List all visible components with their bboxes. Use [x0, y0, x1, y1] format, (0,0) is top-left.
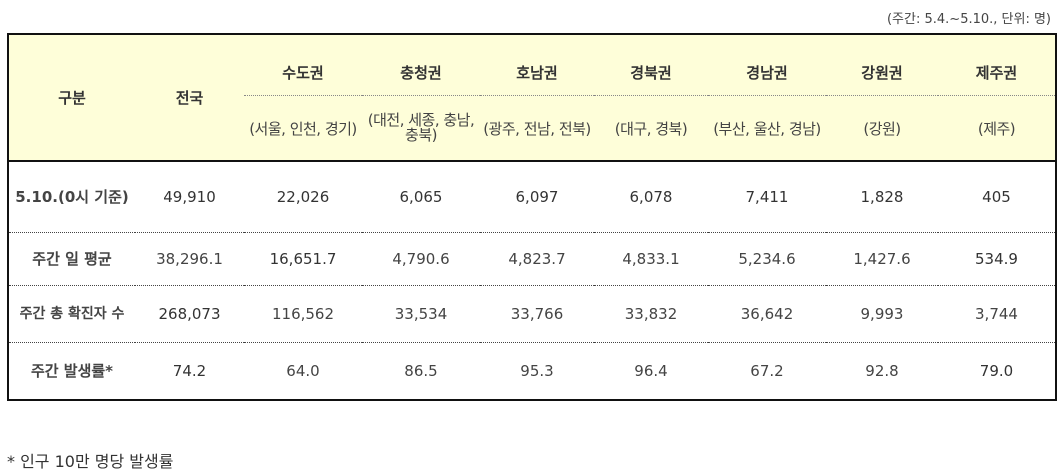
table-cell: 33,832 — [624, 305, 678, 323]
table-header: 구분 전국 수도권 충청권 호남권 경북권 경남권 강원권 제주권 (서울, 인… — [8, 34, 1056, 161]
table-cell: 33,766 — [510, 305, 564, 323]
row-label: 주간 일 평균 — [32, 250, 112, 268]
row-label: 주간 총 확진자 수 — [19, 306, 125, 322]
header-region-sub: (광주, 전남, 전북) — [480, 95, 594, 161]
header-region-sub: (대구, 경북) — [594, 95, 708, 161]
header-region-name: 충청권 — [362, 34, 480, 96]
table-cell: 16,651.7 — [269, 250, 337, 268]
table-cell: 534.9 — [975, 250, 1018, 268]
header-region-name: 호남권 — [480, 34, 594, 96]
table-row: 주간 일 평균 38,296.1 16,651.7 4,790.6 4,823.… — [8, 232, 1056, 286]
table-cell: 79.0 — [979, 362, 1014, 380]
row-label: 5.10.(0시 기준) — [15, 188, 129, 206]
table-cell: 38,296.1 — [156, 250, 223, 268]
table-cell: 3,744 — [975, 305, 1018, 323]
footnote: * 인구 10만 명당 발생률 — [7, 452, 174, 471]
table-row: 5.10.(0시 기준) 49,910 22,026 6,065 6,097 6… — [8, 161, 1056, 233]
header-region-sub: (서울, 인천, 경기) — [244, 95, 362, 161]
table-cell: 1,427.6 — [853, 250, 911, 268]
header-region-sub: (부산, 울산, 경남) — [708, 95, 826, 161]
table-cell: 33,534 — [394, 305, 448, 323]
table-cell: 116,562 — [271, 305, 335, 323]
header-region-sub: (제주) — [938, 95, 1056, 161]
table-cell: 95.3 — [520, 362, 554, 380]
table-cell: 74.2 — [172, 362, 207, 380]
table-cell: 7,411 — [745, 188, 789, 206]
header-region-name: 제주권 — [938, 34, 1056, 96]
unit-note: (주간: 5.4.~5.10., 단위: 명) — [886, 12, 1051, 27]
header-region-name: 경남권 — [708, 34, 826, 96]
table-cell: 6,097 — [515, 188, 559, 206]
header-region-name: 경북권 — [594, 34, 708, 96]
table-cell: 9,993 — [860, 305, 904, 323]
table-cell: 49,910 — [163, 188, 216, 206]
table-cell: 4,790.6 — [392, 250, 450, 268]
table-cell: 6,065 — [399, 188, 443, 206]
header-national: 전국 — [135, 34, 244, 161]
header-region-sub: (강원) — [826, 95, 938, 161]
regional-stats-table: 구분 전국 수도권 충청권 호남권 경북권 경남권 강원권 제주권 (서울, 인… — [7, 33, 1057, 401]
table-cell: 64.0 — [286, 362, 320, 380]
table-cell: 5,234.6 — [738, 250, 796, 268]
table-cell: 36,642 — [740, 305, 794, 323]
table-cell: 92.8 — [865, 362, 899, 380]
table-cell: 6,078 — [629, 188, 673, 206]
table-cell: 96.4 — [634, 362, 668, 380]
table-row: 주간 총 확진자 수 268,073 116,562 33,534 33,766… — [8, 285, 1056, 343]
table-cell: 405 — [982, 188, 1011, 206]
table-cell: 22,026 — [276, 188, 330, 206]
table-cell: 4,823.7 — [508, 250, 566, 268]
table-row: 주간 발생률* 74.2 64.0 86.5 95.3 96.4 67.2 92… — [8, 342, 1056, 401]
header-region-sub: (대전, 세종, 충남, 충북) — [362, 95, 480, 161]
row-label: 주간 발생률* — [30, 362, 114, 380]
table-cell: 268,073 — [158, 305, 221, 323]
header-region-name: 강원권 — [826, 34, 938, 96]
table-cell: 1,828 — [860, 188, 904, 206]
table-cell: 86.5 — [404, 362, 438, 380]
table-cell: 67.2 — [750, 362, 784, 380]
header-category: 구분 — [8, 34, 135, 161]
table-cell: 4,833.1 — [622, 250, 680, 268]
header-region-name: 수도권 — [244, 34, 362, 96]
